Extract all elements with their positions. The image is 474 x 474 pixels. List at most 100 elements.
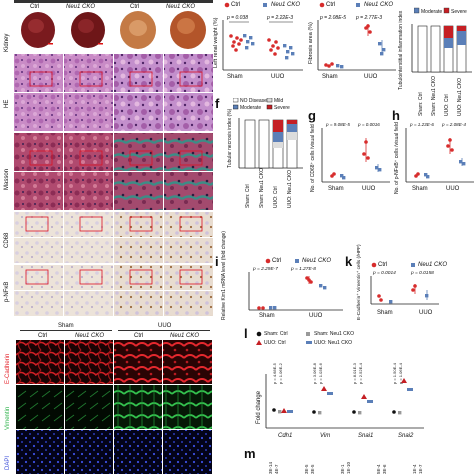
legend-cko-label-2: Neu1 CKO	[364, 2, 394, 8]
g-p2: p = 0.0016	[358, 122, 380, 127]
panel-f: f NO Disease Mild Moderate Severe Tubula…	[213, 96, 305, 210]
k-p2: p = 0.0158	[411, 271, 434, 276]
l-legend-1: Sham: Ctrl	[264, 331, 288, 337]
col-header-4: Neu1 CKO	[166, 4, 196, 10]
f-x-3: UUO: Ctrl	[273, 186, 279, 208]
tissue-image-grid	[14, 10, 213, 316]
j-row-ecad: E-Cadherin	[5, 353, 11, 384]
l-x-vim: Vim	[320, 433, 331, 439]
j-col-4: Neu1 CKO	[170, 333, 200, 339]
k-x-uuo: UUO	[419, 310, 433, 316]
fluorescence-grid	[16, 340, 212, 474]
legend-ctrl-cko	[224, 2, 267, 8]
renal-x-uuo: UUO	[271, 74, 285, 80]
row-label-kidney: Kidney	[4, 33, 10, 52]
k-legend	[371, 262, 415, 268]
renal-weight-plot	[222, 20, 303, 71]
f-ylabel: Tubular necrosis index (%)	[227, 108, 233, 168]
renal-p2: p = 2.22E-3	[267, 15, 293, 21]
m-tick-10: 1E-7	[418, 464, 423, 474]
i-x-sham: Sham	[259, 313, 275, 319]
k-x-sham: Sham	[377, 310, 393, 316]
renal-x-sham: Sham	[227, 74, 243, 80]
group-bar-sham	[20, 330, 112, 331]
i-legend-cko: Neu1 CKO	[302, 258, 332, 264]
panel-fibrosis: Ctrl Neu1 CKO Fibrosis area (%) p = 2.08…	[306, 0, 396, 88]
i-p1: p = 2.29E-7	[253, 267, 278, 272]
fibrosis-p1: p = 2.08E-5	[320, 15, 346, 21]
legend-ctrl-label-2: Ctrl	[326, 2, 336, 8]
l-x-snai1: Snai1	[358, 433, 374, 439]
g-ylabel: No. of CD68⁺ cells /visual field	[310, 124, 316, 192]
panel-i: i Ctrl Neu1 CKO Relative Kim1 mRNA level…	[213, 214, 345, 322]
j-col-2: Neu1 CKO	[75, 333, 105, 339]
e-legend-severe: Severe	[451, 9, 467, 15]
h-x-uuo: UUO	[446, 186, 460, 192]
m-tick-6: 1E-10	[346, 461, 351, 474]
l-x-cdh1: Cdh1	[278, 433, 293, 439]
panel-k: k Ctrl Neu1 CKO E-Cadherin⁺ Vimentin⁺ ce…	[345, 244, 474, 322]
l-legend-2: Sham: Neu1 CKO	[314, 331, 355, 337]
h-p2: p = 2.08E-4	[442, 122, 466, 127]
col-header-1: Ctrl	[30, 4, 40, 10]
j-row-dapi: DAPI	[5, 455, 11, 470]
f-plot	[238, 118, 303, 169]
l-legend-4: UUO: Neu1 CKO	[314, 340, 353, 346]
panel-m-letter: m	[244, 446, 256, 461]
f-legend-mild: Mild	[274, 98, 284, 104]
panel-f-letter: f	[215, 96, 220, 111]
left-image-grid: Ctrl Neu1 CKO Ctrl Neu1 CKO Kidney HE Ma…	[0, 0, 213, 318]
k-ylabel: E-Cadherin⁺ Vimentin⁺ cells (/HPF)	[357, 244, 362, 320]
legend-ctrl-label: Ctrl	[231, 2, 241, 8]
h-plot	[405, 128, 474, 183]
f-x-2: Sham: Neu1 CKO	[259, 167, 265, 208]
f-legend-no: NO Disease	[240, 98, 267, 104]
renal-p1: p = 0.038	[227, 15, 248, 21]
panel-e: Tubulointerstitial inflammation index Mo…	[398, 0, 474, 120]
row-label-cd68: CD68	[4, 232, 10, 248]
g-x-sham: Sham	[328, 186, 344, 192]
col-header-3: Ctrl	[130, 4, 140, 10]
fibrosis-x-uuo: UUO	[364, 74, 378, 80]
panel-g-letter: g	[308, 108, 316, 123]
e-plot	[411, 24, 472, 73]
row-label-masson: Masson	[4, 168, 10, 190]
fibrosis-ylabel: Fibrosis area (%)	[308, 22, 314, 64]
row-label-he: HE	[4, 99, 10, 108]
i-legend	[265, 258, 299, 264]
j-row-vim: Vimentin	[5, 406, 11, 430]
l-legend	[256, 331, 312, 345]
group-uuo: UUO	[158, 323, 172, 329]
e-legend-moderate: Moderate	[421, 9, 443, 15]
g-plot	[321, 128, 390, 183]
g-p1: p = 9.08E-5	[326, 122, 350, 127]
l-plot	[265, 374, 424, 429]
group-bar-uuo	[118, 330, 210, 331]
panel-h: h No. of p-NFκB⁺ cells /visual field p =…	[390, 108, 474, 198]
e-legend	[414, 7, 450, 14]
panel-i-letter: i	[215, 254, 219, 269]
f-x-1: Sham: Ctrl	[245, 184, 251, 208]
h-x-sham: Sham	[412, 186, 428, 192]
fibrosis-p2: p = 2.77E-3	[356, 15, 382, 21]
i-legend-ctrl: Ctrl	[272, 258, 282, 264]
m-tick-4: 3E-5	[310, 464, 315, 474]
i-p2: p = 1.27E-8	[291, 267, 316, 272]
f-legend-severe: Severe	[274, 105, 290, 111]
l-ylabel: Fold change	[256, 390, 262, 424]
panel-k-letter: k	[345, 254, 353, 269]
fibrosis-plot	[317, 20, 396, 71]
row-label-pnfkb: p-NFκB	[4, 281, 10, 302]
l-legend-3: UUO: Ctrl	[264, 340, 286, 346]
group-sham: Sham	[58, 323, 74, 329]
legend-ctrl-cko-2	[319, 2, 360, 8]
panel-j: Sham UUO Ctrl Neu1 CKO Ctrl Neu1 CKO E-C…	[0, 320, 213, 474]
panel-m: m 3E-14 4E-7 3E-5 3E-5 3E-1 1E-10 5E-4 3…	[216, 444, 474, 474]
renal-weight-ylabel: Left renal weight (%)	[213, 17, 219, 68]
panel-g: g No. of CD68⁺ cells /visual field p = 9…	[306, 108, 390, 198]
j-col-1: Ctrl	[38, 333, 48, 339]
j-col-3: Ctrl	[134, 333, 144, 339]
i-ylabel: Relative Kim1 mRNA level (fold change)	[221, 231, 227, 320]
f-legend-moderate: Moderate	[240, 105, 262, 111]
panel-l-letter: l	[244, 326, 248, 341]
